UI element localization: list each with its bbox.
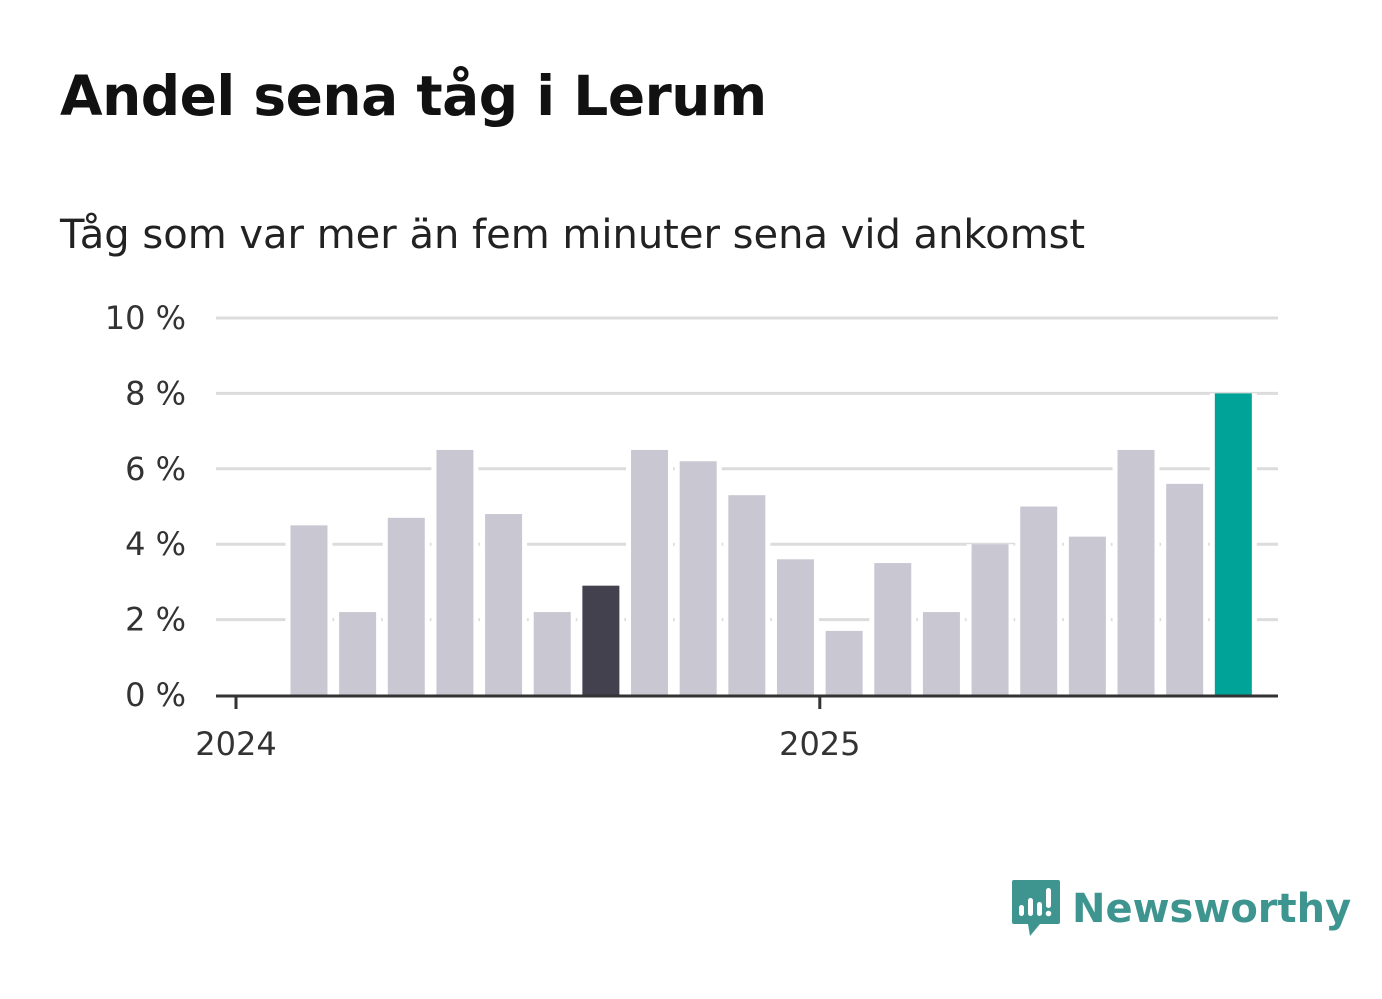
bar-2025-05 xyxy=(1020,506,1058,695)
x-tick-label: 2025 xyxy=(779,725,860,763)
chart-subtitle: Tåg som var mer än fem minuter sena vid … xyxy=(60,212,1086,258)
bar-2025-07 xyxy=(1117,449,1155,695)
y-tick-label: 0 % xyxy=(125,676,186,714)
bar-2024-08 xyxy=(582,585,620,695)
y-tick-label: 6 % xyxy=(125,450,186,488)
bar-2024-05 xyxy=(436,449,474,695)
y-tick-label: 2 % xyxy=(125,601,186,639)
y-tick-label: 8 % xyxy=(125,374,186,412)
bar-2024-03 xyxy=(339,612,377,695)
bar-2025-01 xyxy=(825,630,863,695)
bar-2025-08 xyxy=(1166,483,1204,695)
bars xyxy=(285,393,1257,695)
bar-2025-06 xyxy=(1068,536,1106,695)
bar-2024-06 xyxy=(485,514,523,695)
x-axis-ticks: 2024 2025 xyxy=(195,696,861,763)
x-tick-label: 2024 xyxy=(195,725,276,763)
newsworthy-logo-icon xyxy=(1012,880,1060,936)
bar-2024-11 xyxy=(728,495,766,695)
chart-title: Andel sena tåg i Lerum xyxy=(60,64,767,128)
bar-2024-07 xyxy=(533,612,571,695)
y-axis-ticks: 0 % 2 % 4 % 6 % 8 % 10 % xyxy=(105,299,186,714)
bar-2025-03 xyxy=(922,612,960,695)
bar-2025-04 xyxy=(971,544,1009,695)
bar-2024-02 xyxy=(290,525,328,695)
y-tick-label: 10 % xyxy=(105,299,186,337)
brand-name: Newsworthy xyxy=(1072,886,1352,932)
bar-2024-04 xyxy=(387,517,425,695)
bar-2024-09 xyxy=(631,449,669,695)
bar-2025-09 xyxy=(1214,393,1252,695)
bar-2024-10 xyxy=(679,461,717,695)
bar-2024-12 xyxy=(776,559,814,695)
bar-2025-02 xyxy=(874,563,912,695)
brand-logo: Newsworthy xyxy=(1010,878,1351,940)
y-tick-label: 4 % xyxy=(125,525,186,563)
